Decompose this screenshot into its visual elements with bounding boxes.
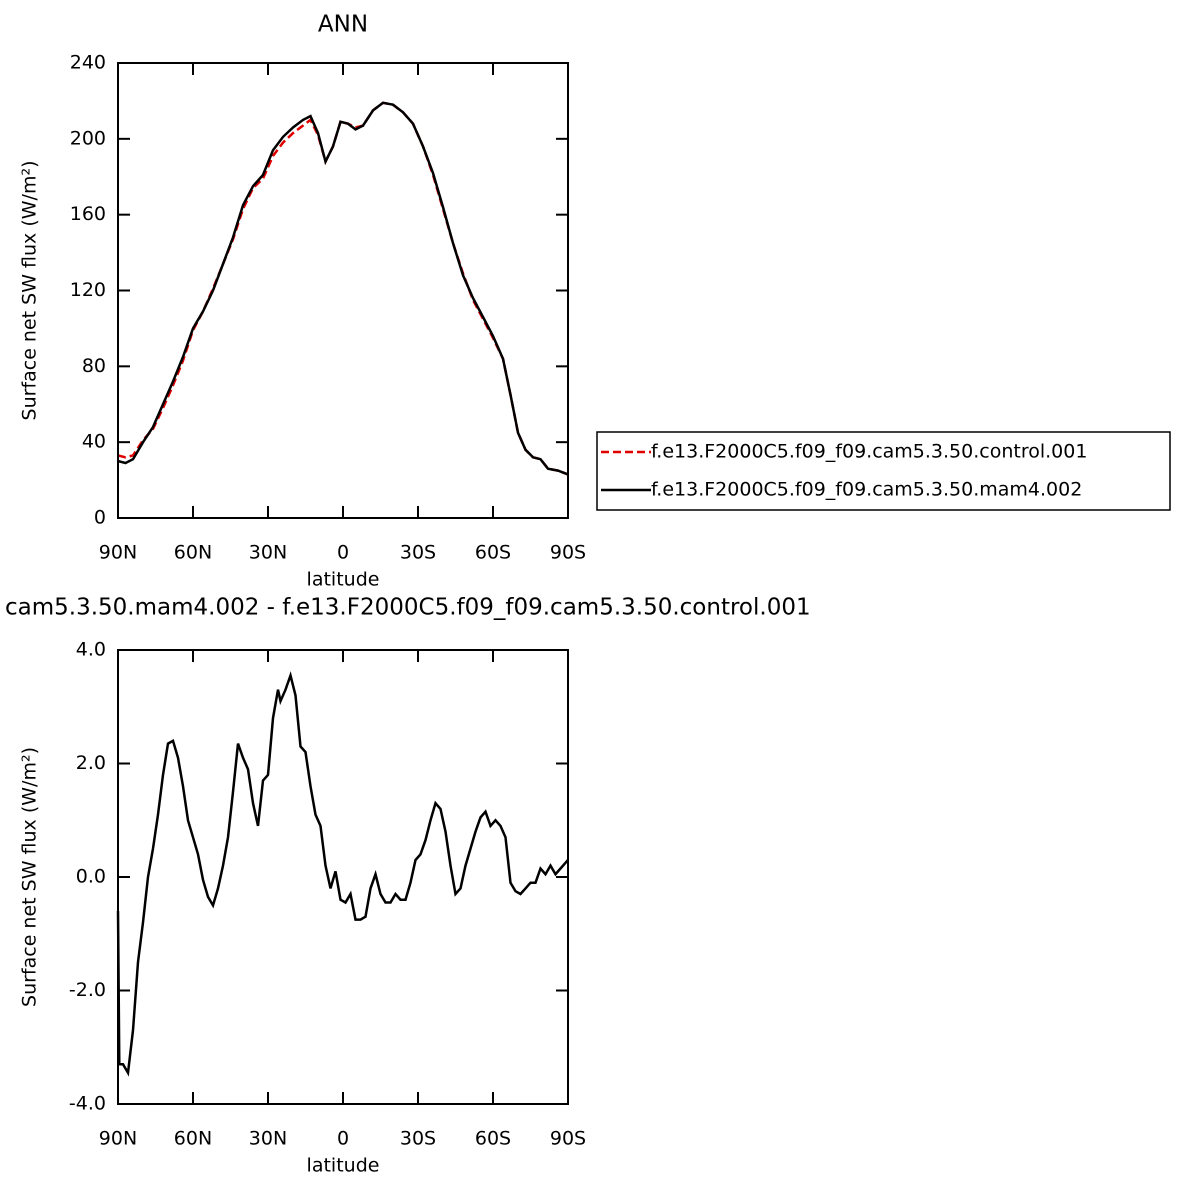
plot-frame	[117, 649, 569, 1105]
x-tick-label: 60S	[475, 1128, 511, 1150]
x-tick-label: 30S	[400, 1128, 436, 1150]
y-tick-label: 120	[70, 279, 106, 301]
x-tick-label: 0	[337, 542, 349, 564]
x-axis-label: latitude	[307, 1155, 380, 1177]
y-axis-label: Surface net SW flux (W/m²)	[19, 161, 41, 421]
x-tick-label: 30N	[249, 542, 287, 564]
x-tick-label: 90N	[99, 542, 137, 564]
legend-label: f.e13.F2000C5.f09_f09.cam5.3.50.control.…	[651, 441, 1087, 463]
x-tick-label: 90S	[550, 1128, 586, 1150]
y-tick-label: 200	[70, 127, 106, 149]
y-tick-label: 240	[70, 52, 106, 74]
y-tick-label: -4.0	[69, 1093, 106, 1115]
x-tick-label: 30N	[249, 1128, 287, 1150]
x-tick-label: 60N	[174, 1128, 212, 1150]
legend-box	[596, 431, 1171, 511]
y-tick-label: 0	[94, 507, 106, 529]
x-tick-label: 90S	[550, 542, 586, 564]
data-line	[117, 101, 569, 476]
y-tick-label: 2.0	[76, 752, 106, 774]
x-tick-label: 60S	[475, 542, 511, 564]
data-line	[117, 101, 569, 476]
x-tick-label: 90N	[99, 1128, 137, 1150]
y-tick-label: 80	[82, 355, 106, 377]
y-tick-label: 0.0	[76, 866, 106, 888]
plot-frame	[117, 62, 569, 519]
y-tick-label: 4.0	[76, 639, 106, 661]
x-axis-label: latitude	[307, 569, 380, 591]
y-axis-label: Surface net SW flux (W/m²)	[19, 747, 41, 1007]
data-line	[116, 671, 569, 1077]
x-tick-label: 0	[337, 1128, 349, 1150]
legend-label: f.e13.F2000C5.f09_f09.cam5.3.50.mam4.002	[651, 479, 1082, 501]
chart-title: cam5.3.50.mam4.002 - f.e13.F2000C5.f09_f…	[5, 595, 811, 621]
x-tick-label: 30S	[400, 542, 436, 564]
y-tick-label: 40	[82, 431, 106, 453]
y-tick-label: -2.0	[69, 979, 106, 1001]
x-tick-label: 60N	[174, 542, 212, 564]
chart-title: ANN	[318, 12, 368, 38]
y-tick-label: 160	[70, 203, 106, 225]
